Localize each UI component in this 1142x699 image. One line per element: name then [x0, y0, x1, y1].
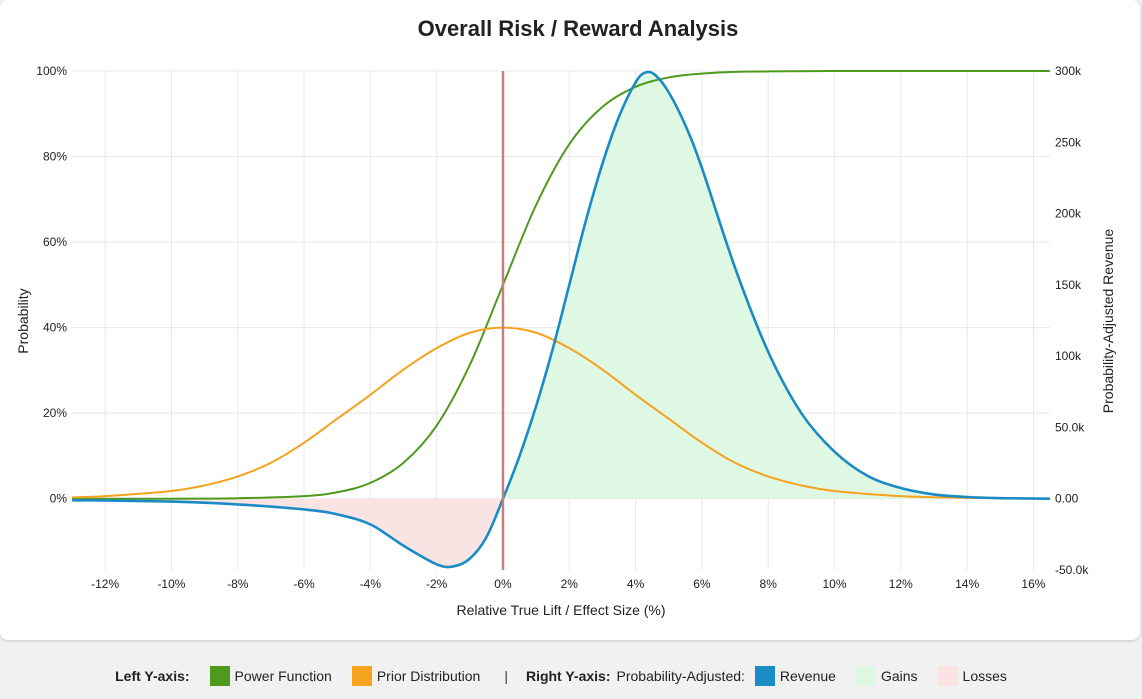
- legend-item-prior-distribution[interactable]: Prior Distribution: [351, 666, 481, 686]
- legend-prefix: Probability-Adjusted:: [616, 668, 745, 684]
- y-left-tick-label: 0%: [50, 492, 68, 506]
- legend-swatch-prior-distribution: [351, 666, 372, 686]
- chart-title: Overall Risk / Reward Analysis: [418, 16, 739, 41]
- y-right-tick-label: 150k: [1055, 278, 1082, 292]
- y-right-tick-label: 250k: [1055, 135, 1082, 149]
- legend-swatch-gains: [855, 666, 876, 686]
- y-left-tick-label: 100%: [36, 64, 67, 78]
- x-tick-label: -2%: [426, 577, 448, 591]
- y-right-tick-label: -50.0k: [1055, 563, 1089, 577]
- y-right-tick-label: 100k: [1055, 349, 1082, 363]
- area-gains: [502, 71, 1050, 499]
- x-tick-label: 0%: [494, 577, 512, 591]
- legend-separator: |: [504, 668, 508, 684]
- y-left-tick-label: 40%: [43, 321, 67, 335]
- line-layer: [71, 69, 1051, 569]
- legend-item-revenue[interactable]: Revenue: [754, 666, 836, 686]
- y-left-tick-label: 20%: [43, 406, 67, 420]
- x-tick-label: -4%: [360, 577, 382, 591]
- legend-swatch-power-function: [209, 666, 230, 686]
- legend-left-heading: Left Y-axis:: [115, 668, 190, 684]
- area-losses: [72, 498, 503, 568]
- x-tick-label: -12%: [91, 577, 119, 591]
- legend-right-heading: Right Y-axis:: [525, 668, 611, 684]
- y-left-tick-label: 60%: [43, 235, 67, 249]
- x-tick-label: 12%: [889, 577, 913, 591]
- legend-label-revenue: Revenue: [779, 668, 836, 684]
- area-layer: [72, 71, 1050, 568]
- legend-swatch-losses: [937, 666, 958, 686]
- x-tick-label: 2%: [561, 577, 579, 591]
- legend-item-power-function[interactable]: Power Function: [209, 666, 332, 686]
- legend-left-group: Left Y-axis: Power Function Prior Distri…: [115, 666, 500, 686]
- x-tick-label: -6%: [293, 577, 315, 591]
- legend-label-prior-distribution: Prior Distribution: [376, 668, 481, 684]
- y-right-tick-label: 200k: [1055, 207, 1082, 221]
- x-tick-label: 10%: [822, 577, 846, 591]
- x-tick-label: 14%: [955, 577, 979, 591]
- y-right-tick-label: 0.00: [1055, 492, 1079, 506]
- legend-swatch-revenue: [754, 666, 775, 686]
- x-tick-label: 16%: [1021, 577, 1045, 591]
- series-line-revenue: [71, 70, 1051, 569]
- y-right-tick-label: 50.0k: [1055, 420, 1085, 434]
- legend-item-gains[interactable]: Gains: [855, 666, 918, 686]
- chart-card: -12% -10% -8% -6% -4% -2% 0% 2% 4% 6% 8% 10% 12% 14% 1…: [0, 0, 1140, 640]
- risk-reward-chart: -12% -10% -8% -6% -4% -2% 0% 2% 4% 6% 8% 10% 12% 14% 1…: [15, 16, 1116, 618]
- legend-label-power-function: Power Function: [234, 668, 332, 684]
- legend-label-losses: Losses: [962, 668, 1007, 684]
- x-tick-label: 6%: [693, 577, 711, 591]
- legend-item-losses[interactable]: Losses: [937, 666, 1007, 686]
- x-tick-label: -10%: [157, 577, 185, 591]
- series-line-power-function: [71, 69, 1050, 500]
- x-axis-label: Relative True Lift / Effect Size (%): [456, 602, 665, 618]
- legend: Left Y-axis: Power Function Prior Distri…: [0, 656, 1142, 696]
- x-tick-label: 4%: [627, 577, 645, 591]
- left-y-axis-label: Probability: [15, 288, 31, 353]
- tick-labels: -12% -10% -8% -6% -4% -2% 0% 2% 4% 6% 8% 10% 12% 14% 1…: [36, 64, 1089, 591]
- y-left-tick-label: 80%: [43, 150, 67, 164]
- x-tick-label: 8%: [760, 577, 778, 591]
- x-tick-label: -8%: [227, 577, 249, 591]
- right-y-axis-label: Probability-Adjusted Revenue: [1100, 229, 1116, 414]
- legend-right-group: Right Y-axis: Probability-Adjusted: Reve…: [526, 666, 1027, 686]
- legend-label-gains: Gains: [880, 668, 918, 684]
- y-right-tick-label: 300k: [1055, 64, 1082, 78]
- series-line-prior-distribution: [71, 326, 1051, 500]
